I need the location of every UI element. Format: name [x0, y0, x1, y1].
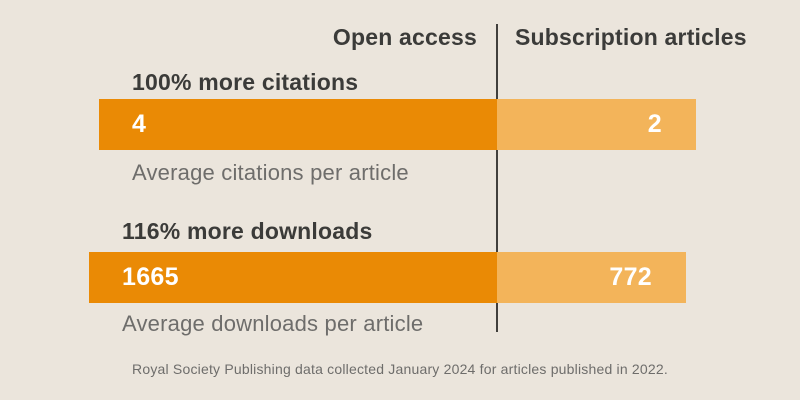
- citations-caption: Average citations per article: [132, 160, 409, 185]
- column-header-open-access: Open access: [332, 24, 477, 50]
- citations-subscription-value: 2: [647, 110, 662, 138]
- downloads-headline: 116% more downloads: [122, 218, 373, 244]
- column-header-subscription-articles: Subscription articles: [515, 24, 747, 50]
- downloads-bar-open-access-segment: 1665: [89, 252, 497, 303]
- column-divider-line: [496, 24, 498, 332]
- citations-headline: 100% more citations: [132, 69, 359, 95]
- downloads-bar-subscription-segment: 772: [497, 252, 686, 303]
- citations-bar-open-access-segment: 4: [99, 99, 497, 150]
- footer-source-note: Royal Society Publishing data collected …: [132, 361, 668, 377]
- downloads-open-access-value: 1665: [122, 263, 179, 291]
- downloads-subscription-value: 772: [609, 263, 652, 291]
- citations-open-access-value: 4: [132, 110, 147, 138]
- downloads-caption: Average downloads per article: [122, 311, 424, 336]
- citations-bar-subscription-segment: 2: [497, 99, 696, 150]
- citations-bar: 4 2: [99, 99, 696, 150]
- downloads-bar: 1665 772: [89, 252, 686, 303]
